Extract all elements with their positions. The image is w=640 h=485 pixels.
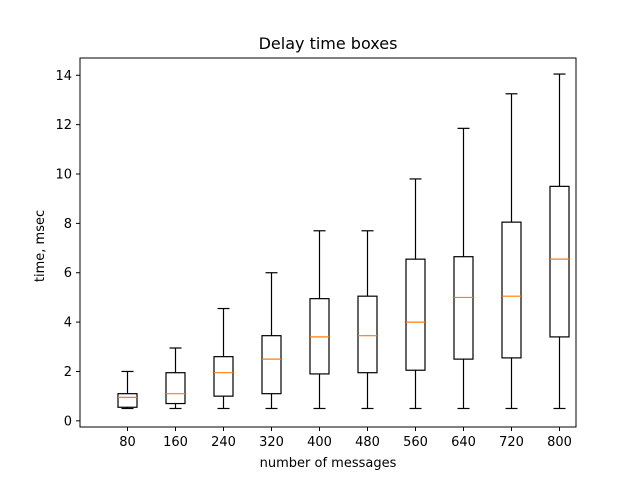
y-tick-label-0: 0	[64, 414, 72, 429]
y-tick-label-8: 8	[64, 217, 72, 232]
y-tick-label-12: 12	[55, 118, 72, 133]
x-tick-label-560: 560	[403, 435, 428, 450]
axes-frame	[79, 57, 577, 428]
y-axis-label: time, msec	[33, 210, 48, 282]
x-tick-label-320: 320	[259, 435, 284, 450]
x-tick-label-640: 640	[451, 435, 476, 450]
box-400	[309, 298, 330, 375]
chart-title: Delay time boxes	[259, 34, 398, 53]
box-560	[405, 258, 426, 371]
box-320	[261, 335, 282, 395]
box-720	[501, 221, 522, 359]
box-160	[165, 372, 186, 405]
box-640	[453, 256, 474, 360]
x-tick-label-800: 800	[547, 435, 572, 450]
x-tick-label-480: 480	[355, 435, 380, 450]
y-tick-label-14: 14	[55, 69, 72, 84]
y-tick-label-6: 6	[64, 266, 72, 281]
x-tick-label-400: 400	[307, 435, 332, 450]
x-tick-label-80: 80	[119, 435, 136, 450]
y-tick-label-2: 2	[64, 365, 72, 380]
box-800	[549, 185, 570, 338]
plot-area: 80 160 240 320 400 480 560 640 720 800 0 2 4 6 8 10 12 14	[55, 57, 577, 450]
y-tick-label-10: 10	[55, 168, 72, 183]
box-480	[357, 295, 378, 374]
box-240	[213, 356, 234, 397]
x-tick-label-240: 240	[211, 435, 236, 450]
y-tick-label-4: 4	[64, 316, 72, 331]
x-axis-label: number of messages	[260, 456, 397, 471]
x-tick-label-160: 160	[163, 435, 188, 450]
box-80	[117, 393, 138, 408]
x-tick-label-720: 720	[499, 435, 524, 450]
